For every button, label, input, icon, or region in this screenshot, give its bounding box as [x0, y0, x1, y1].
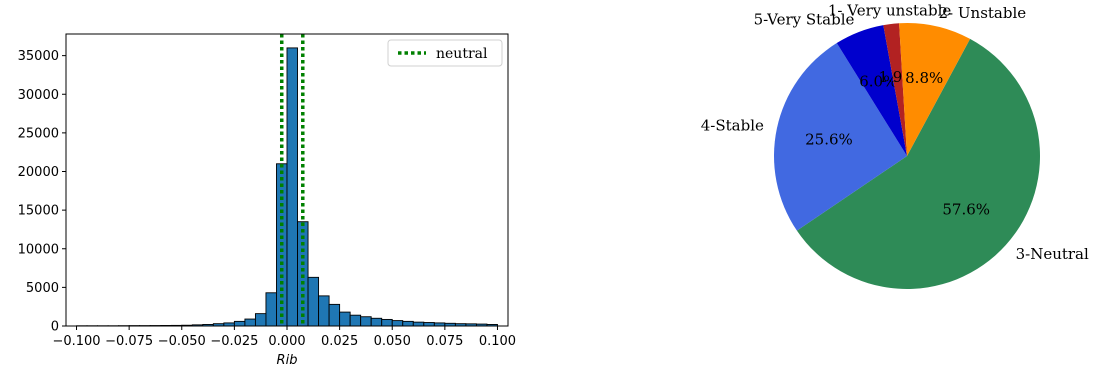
- pie-percent-label: 8.8%: [905, 69, 943, 87]
- legend-box: [387, 39, 503, 67]
- pie-percent-label: 25.6%: [805, 130, 853, 148]
- y-tick-label: 0: [51, 320, 59, 335]
- histogram-bar: [360, 316, 372, 327]
- y-tick-label: 25000: [18, 126, 59, 141]
- x-axis-label: Rib: [277, 353, 298, 368]
- pie-category-label: 5-Very Stable: [754, 10, 855, 28]
- histogram-bar: [328, 303, 341, 327]
- y-tick-label: 5000: [26, 281, 59, 296]
- histogram-bar: [233, 320, 246, 327]
- pie-category-label: 4-Stable: [701, 117, 764, 135]
- histogram-bar: [318, 295, 330, 327]
- y-tick-label: 35000: [18, 49, 59, 64]
- pie-percent-label: 6.0%: [859, 73, 897, 91]
- x-tick-label: −0.050: [158, 334, 206, 349]
- histogram-bar: [286, 47, 298, 327]
- y-tick-label: 30000: [18, 88, 59, 103]
- x-tick-label: 0.050: [374, 334, 411, 349]
- pie-chart: 57.6% 3-Neutral 25.6% 4-Stable 6.0% 5-Very St…: [701, 2, 1089, 290]
- pie-slice: [883, 23, 907, 156]
- pie-category-label: 1- Very unstable: [828, 2, 952, 20]
- histogram-bar: [254, 313, 267, 327]
- histogram-bar: [412, 321, 425, 327]
- x-tick-label: 0.025: [321, 334, 358, 349]
- histogram-bar: [349, 314, 362, 327]
- y-tick-label: 15000: [18, 204, 59, 219]
- pie-category-label: 2- Unstable: [939, 4, 1027, 22]
- legend-label: neutral: [436, 46, 488, 62]
- pie-slice: [796, 38, 1041, 290]
- histogram-bar: [339, 311, 351, 327]
- histogram-chart: −0.100 −0.075 −0.050 −0.025 0.000 0.025 0.050 0…: [18, 33, 516, 368]
- x-tick-label: −0.075: [105, 334, 153, 349]
- x-tick-label: −0.025: [210, 334, 258, 349]
- histogram-bar: [391, 320, 404, 327]
- y-tick-label: 20000: [18, 165, 59, 180]
- histogram-bar: [370, 317, 383, 327]
- pie-category-label: 3-Neutral: [1016, 245, 1089, 263]
- histogram-bar: [381, 318, 393, 327]
- histogram-bar: [244, 318, 256, 327]
- y-tick-label: 10000: [18, 242, 59, 257]
- x-tick-label: −0.100: [52, 334, 100, 349]
- x-tick-label: 0.100: [479, 334, 516, 349]
- pie-slice: [899, 23, 971, 157]
- pie-slice: [836, 25, 907, 156]
- x-tick-label: 0.075: [426, 334, 463, 349]
- histogram-bar: [402, 320, 414, 327]
- histogram-bar: [423, 322, 435, 327]
- histogram-bar: [307, 276, 320, 327]
- pie-percent-label: 57.6%: [942, 200, 990, 218]
- x-tick-label: 0.000: [268, 334, 305, 349]
- histogram-bar: [265, 292, 277, 327]
- pie-slice: [773, 43, 907, 231]
